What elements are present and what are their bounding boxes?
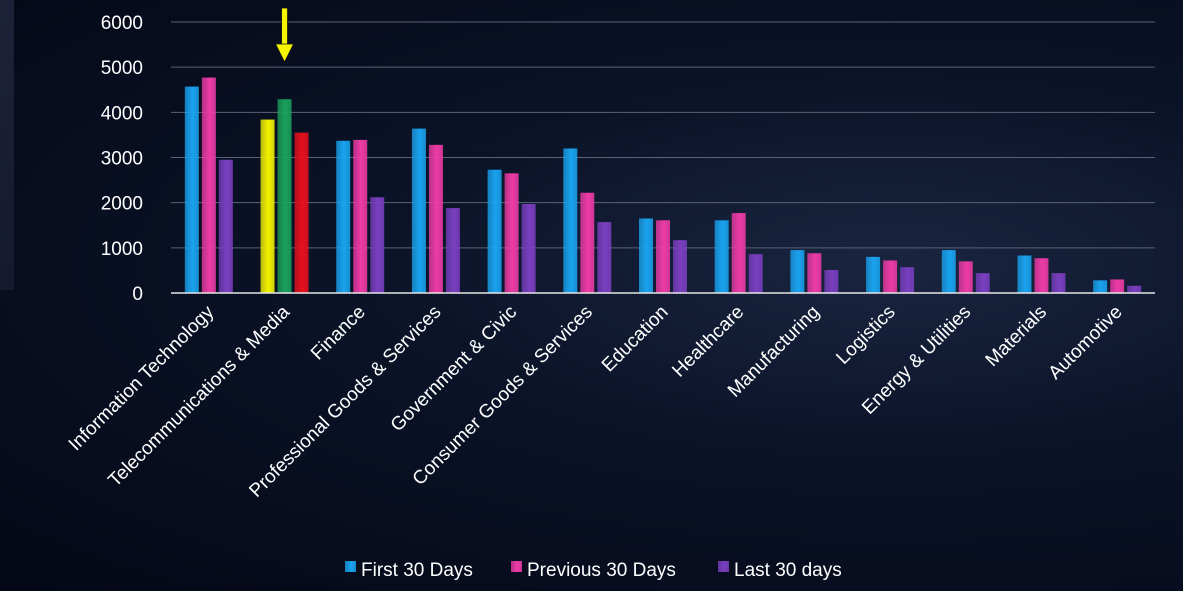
x-tick-label: Information Technology xyxy=(65,301,219,455)
bar xyxy=(900,267,915,293)
legend: First 30 Days Previous 30 Days Last 30 day… xyxy=(345,560,842,581)
legend-swatch xyxy=(511,561,522,572)
y-axis-ticks: 0 1000 2000 3000 4000 5000 6000 xyxy=(101,13,143,305)
bar xyxy=(445,208,460,293)
legend-label: Last 30 days xyxy=(734,560,842,581)
legend-swatch xyxy=(718,561,729,572)
bar xyxy=(975,273,990,293)
bar xyxy=(411,128,426,293)
legend-item: Last 30 days xyxy=(718,560,842,581)
left-side-panel xyxy=(0,0,14,290)
bar xyxy=(941,250,956,293)
x-tick-label: Education xyxy=(598,302,673,377)
bar xyxy=(218,159,233,293)
category-labels: Information TechnologyTelecommunications… xyxy=(65,301,1127,501)
y-tick-label: 4000 xyxy=(101,103,143,124)
y-tick-label: 1000 xyxy=(101,239,143,260)
y-tick-label: 5000 xyxy=(101,58,143,79)
bar xyxy=(656,220,670,293)
bar xyxy=(487,169,502,293)
bar xyxy=(260,119,275,293)
bar xyxy=(1051,273,1066,293)
bar xyxy=(1017,255,1032,293)
bars xyxy=(184,77,1142,294)
bar xyxy=(1110,279,1125,293)
gridlines xyxy=(171,21,1155,249)
bar xyxy=(580,192,595,293)
bar xyxy=(294,132,309,293)
bar xyxy=(521,204,536,293)
bar xyxy=(866,256,881,293)
bar xyxy=(1093,280,1108,293)
x-tick-label: Materials xyxy=(982,302,1051,371)
bar xyxy=(563,148,578,293)
bar xyxy=(714,220,729,293)
bar xyxy=(353,139,368,293)
legend-swatch xyxy=(345,561,356,572)
bar xyxy=(639,218,653,293)
y-tick-label: 2000 xyxy=(101,194,143,215)
bar xyxy=(824,269,839,293)
bar xyxy=(504,173,519,293)
bar xyxy=(807,253,822,293)
x-tick-label: Automotive xyxy=(1045,302,1127,384)
bar xyxy=(790,250,805,293)
bar xyxy=(673,240,687,293)
bar xyxy=(277,99,292,293)
bar xyxy=(1127,285,1142,293)
y-tick-label: 3000 xyxy=(101,149,143,170)
bar xyxy=(883,260,898,293)
y-tick-label: 6000 xyxy=(101,13,143,34)
bar xyxy=(597,222,612,293)
legend-label: Previous 30 Days xyxy=(527,560,676,581)
highlight-arrow-icon xyxy=(274,7,295,63)
x-tick-label: Logistics xyxy=(832,302,899,369)
bar xyxy=(1034,258,1049,293)
bar xyxy=(428,144,443,293)
legend-item: First 30 Days xyxy=(345,560,473,581)
x-tick-label: Healthcare xyxy=(668,302,748,382)
bar xyxy=(731,213,746,293)
legend-item: Previous 30 Days xyxy=(511,560,676,581)
y-tick-label: 0 xyxy=(132,284,143,305)
bar xyxy=(748,254,763,293)
legend-label: First 30 Days xyxy=(361,560,473,581)
bar xyxy=(370,197,385,293)
x-tick-label: Finance xyxy=(307,302,370,365)
bar xyxy=(184,86,199,293)
bar xyxy=(201,77,216,294)
bar xyxy=(958,261,973,293)
bar xyxy=(336,140,351,293)
x-tick-label: Government & Civic xyxy=(387,302,521,436)
